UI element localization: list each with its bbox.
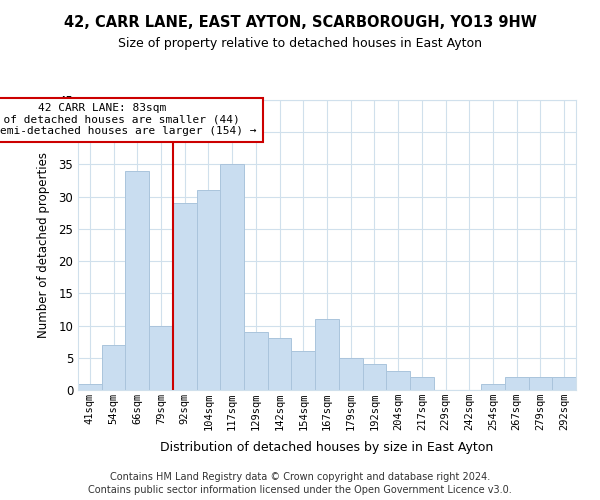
Text: 42 CARR LANE: 83sqm
← 22% of detached houses are smaller (44)
77% of semi-detach: 42 CARR LANE: 83sqm ← 22% of detached ho… [0, 103, 257, 136]
Bar [529, 377, 552, 390]
Bar [339, 358, 362, 390]
Bar [386, 370, 410, 390]
Bar [102, 345, 125, 390]
Bar [197, 190, 220, 390]
Text: Contains public sector information licensed under the Open Government Licence v3: Contains public sector information licen… [88, 485, 512, 495]
Bar [481, 384, 505, 390]
Bar [505, 377, 529, 390]
Bar [362, 364, 386, 390]
Y-axis label: Number of detached properties: Number of detached properties [37, 152, 50, 338]
Text: Size of property relative to detached houses in East Ayton: Size of property relative to detached ho… [118, 38, 482, 51]
Text: Contains HM Land Registry data © Crown copyright and database right 2024.: Contains HM Land Registry data © Crown c… [110, 472, 490, 482]
Bar [173, 203, 197, 390]
Bar [410, 377, 434, 390]
Bar [292, 352, 315, 390]
Bar [220, 164, 244, 390]
Text: 42, CARR LANE, EAST AYTON, SCARBOROUGH, YO13 9HW: 42, CARR LANE, EAST AYTON, SCARBOROUGH, … [64, 15, 536, 30]
Bar [125, 171, 149, 390]
Bar [268, 338, 292, 390]
Bar [244, 332, 268, 390]
Bar [78, 384, 102, 390]
X-axis label: Distribution of detached houses by size in East Ayton: Distribution of detached houses by size … [160, 442, 494, 454]
Bar [552, 377, 576, 390]
Bar [149, 326, 173, 390]
Bar [315, 319, 339, 390]
